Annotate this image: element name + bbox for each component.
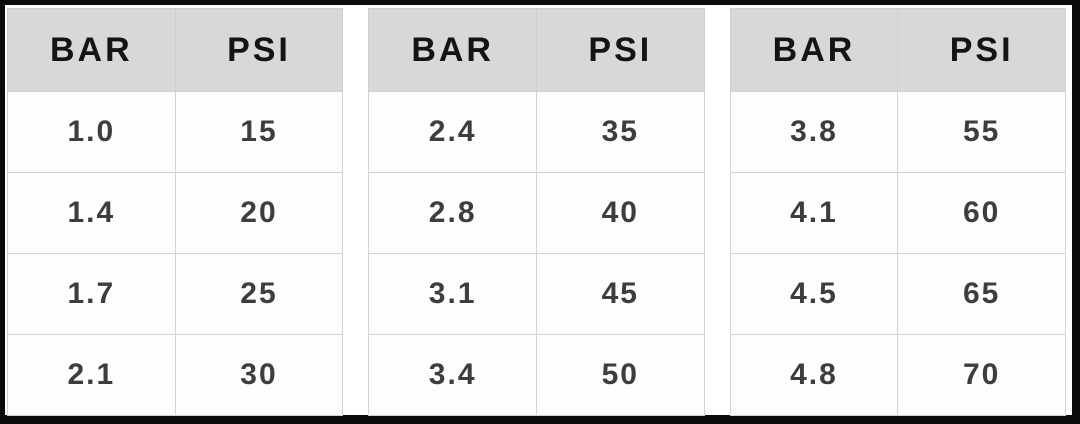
column-header-bar: BAR: [7, 8, 176, 92]
bar-value: 2.8: [368, 172, 537, 254]
table-row: 1.7 25: [7, 253, 344, 335]
table-row: 3.8 55: [729, 91, 1066, 173]
table-row: 1.4 20: [7, 172, 344, 254]
bar-value: 3.8: [729, 91, 899, 173]
table-header-row: BAR PSI: [368, 8, 705, 92]
column-header-bar: BAR: [368, 8, 537, 92]
bar-value: 2.1: [7, 334, 176, 416]
bar-value: 3.1: [368, 253, 537, 335]
table-row: 3.1 45: [368, 253, 705, 335]
psi-value: 15: [174, 91, 344, 173]
column-header-psi: PSI: [535, 8, 705, 92]
column-header-psi: PSI: [897, 8, 1066, 92]
bar-psi-table-2: BAR PSI 2.4 35 2.8 40 3.1 45 3.4 50: [368, 8, 705, 416]
psi-value: 45: [535, 253, 705, 335]
psi-value: 25: [174, 253, 344, 335]
psi-value: 70: [897, 334, 1066, 416]
table-row: 2.8 40: [368, 172, 705, 254]
table-row: 4.5 65: [729, 253, 1066, 335]
table-row: 3.4 50: [368, 334, 705, 416]
bar-value: 4.5: [729, 253, 899, 335]
bar-value: 2.4: [368, 91, 537, 173]
table-row: 2.4 35: [368, 91, 705, 173]
table-header-row: BAR PSI: [729, 8, 1066, 92]
column-header-psi: PSI: [174, 8, 344, 92]
bar-value: 1.0: [7, 91, 176, 173]
bar-value: 1.4: [7, 172, 176, 254]
psi-value: 55: [897, 91, 1066, 173]
bar-psi-table-1: BAR PSI 1.0 15 1.4 20 1.7 25 2.1 30: [7, 8, 344, 416]
column-header-bar: BAR: [729, 8, 899, 92]
table-row: 4.8 70: [729, 334, 1066, 416]
bar-value: 4.8: [729, 334, 899, 416]
psi-value: 35: [535, 91, 705, 173]
psi-value: 20: [174, 172, 344, 254]
psi-value: 60: [897, 172, 1066, 254]
bar-value: 4.1: [729, 172, 899, 254]
table-row: 2.1 30: [7, 334, 344, 416]
table-row: 4.1 60: [729, 172, 1066, 254]
table-header-row: BAR PSI: [7, 8, 344, 92]
bar-value: 1.7: [7, 253, 176, 335]
psi-value: 40: [535, 172, 705, 254]
bar-value: 3.4: [368, 334, 537, 416]
psi-value: 30: [174, 334, 344, 416]
table-row: 1.0 15: [7, 91, 344, 173]
psi-value: 65: [897, 253, 1066, 335]
psi-value: 50: [535, 334, 705, 416]
bar-psi-table-3: BAR PSI 3.8 55 4.1 60 4.5 65 4.8 70: [729, 8, 1066, 416]
